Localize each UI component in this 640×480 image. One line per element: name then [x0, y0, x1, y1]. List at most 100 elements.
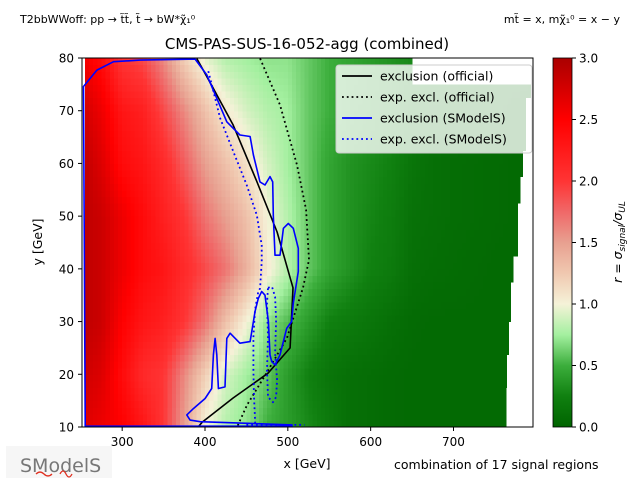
heatmap-cell: [105, 354, 111, 362]
heatmap-cell: [420, 235, 426, 244]
heatmap-cell: [159, 183, 165, 191]
heatmap-cell: [84, 301, 90, 309]
heatmap-cell: [163, 413, 169, 422]
heatmap-cell: [465, 308, 471, 316]
heatmap-cell: [180, 400, 185, 408]
heatmap-cell: [441, 183, 446, 191]
heatmap-cell: [176, 354, 181, 362]
heatmap-cell: [97, 117, 103, 125]
heatmap-cell: [217, 143, 223, 151]
heatmap-cell: [142, 380, 148, 389]
heatmap-cell: [441, 163, 446, 171]
heatmap-cell: [345, 328, 351, 336]
heatmap-cell: [279, 374, 285, 382]
heatmap-cell: [461, 163, 467, 171]
heatmap-cell: [482, 282, 488, 290]
heatmap-cell: [312, 380, 318, 389]
heatmap-cell: [354, 170, 359, 178]
heatmap-cell: [378, 262, 384, 270]
heatmap-cell: [233, 249, 239, 257]
heatmap-cell: [333, 170, 339, 178]
heatmap-cell: [329, 123, 334, 132]
heatmap-cell: [225, 347, 231, 356]
heatmap-cell: [171, 314, 177, 323]
heatmap-cell: [238, 334, 243, 342]
heatmap-cell: [238, 150, 243, 158]
heatmap-cell: [445, 394, 450, 402]
heatmap-cell: [122, 150, 127, 158]
heatmap-cell: [225, 308, 231, 316]
heatmap-cell: [225, 130, 231, 138]
heatmap-cell: [337, 262, 343, 270]
heatmap-cell: [395, 354, 401, 362]
heatmap-cell: [333, 163, 339, 171]
heatmap-cell: [258, 117, 264, 125]
heatmap-cell: [209, 222, 214, 230]
heatmap-cell: [420, 282, 426, 290]
heatmap-cell: [134, 308, 140, 316]
heatmap-cell: [155, 407, 161, 415]
heatmap-cell: [130, 196, 136, 204]
heatmap-cell: [109, 189, 115, 197]
heatmap-cell: [171, 341, 177, 349]
heatmap-cell: [470, 347, 475, 356]
heatmap-cell: [308, 341, 314, 349]
heatmap-cell: [296, 407, 301, 415]
heatmap-cell: [176, 163, 181, 171]
heatmap-cell: [296, 275, 301, 283]
heatmap-cell: [358, 249, 363, 257]
heatmap-cell: [122, 143, 127, 151]
heatmap-cell: [424, 255, 430, 263]
heatmap-cell: [490, 255, 496, 263]
heatmap-cell: [192, 156, 198, 165]
heatmap-cell: [349, 308, 355, 316]
heatmap-cell: [200, 268, 206, 277]
heatmap-cell: [250, 262, 256, 270]
heatmap-cell: [470, 328, 475, 336]
heatmap-cell: [184, 170, 190, 178]
heatmap-cell: [453, 202, 459, 211]
heatmap-cell: [205, 361, 210, 369]
heatmap-cell: [101, 222, 107, 230]
heatmap-cell: [262, 222, 268, 230]
heatmap-cell: [167, 117, 173, 125]
heatmap-cell: [320, 301, 326, 309]
heatmap-cell: [188, 275, 194, 283]
heatmap-cell: [105, 137, 111, 145]
heatmap-cell: [465, 275, 471, 283]
heatmap-cell: [378, 301, 384, 309]
heatmap-cell: [300, 394, 305, 402]
heatmap-cell: [267, 308, 272, 316]
heatmap-cell: [126, 137, 132, 145]
heatmap-cell: [138, 394, 144, 402]
heatmap-cell: [229, 334, 235, 342]
heatmap-cell: [428, 334, 434, 342]
heatmap-cell: [97, 420, 103, 427]
heatmap-cell: [93, 150, 98, 158]
heatmap-cell: [333, 367, 339, 375]
heatmap-cell: [101, 341, 107, 349]
heatmap-cell: [312, 374, 318, 382]
heatmap-cell: [225, 354, 231, 362]
heatmap-cell: [337, 209, 343, 217]
heatmap-cell: [126, 354, 132, 362]
heatmap-cell: [271, 394, 276, 402]
heatmap-cell: [126, 367, 132, 375]
heatmap-cell: [436, 189, 442, 197]
heatmap-cell: [176, 301, 181, 309]
heatmap-cell: [246, 216, 252, 224]
heatmap-cell: [217, 156, 223, 165]
heatmap-cell: [457, 222, 463, 230]
heatmap-cell: [333, 183, 339, 191]
heatmap-cell: [283, 308, 289, 316]
heatmap-cell: [209, 394, 214, 402]
heatmap-cell: [370, 268, 376, 277]
heatmap-cell: [395, 341, 401, 349]
heatmap-cell: [362, 189, 368, 197]
heatmap-cell: [333, 314, 339, 323]
heatmap-cell: [147, 374, 152, 382]
heatmap-cell: [407, 367, 413, 375]
heatmap-cell: [142, 367, 148, 375]
heatmap-cell: [138, 288, 144, 296]
heatmap-cell: [308, 288, 314, 296]
